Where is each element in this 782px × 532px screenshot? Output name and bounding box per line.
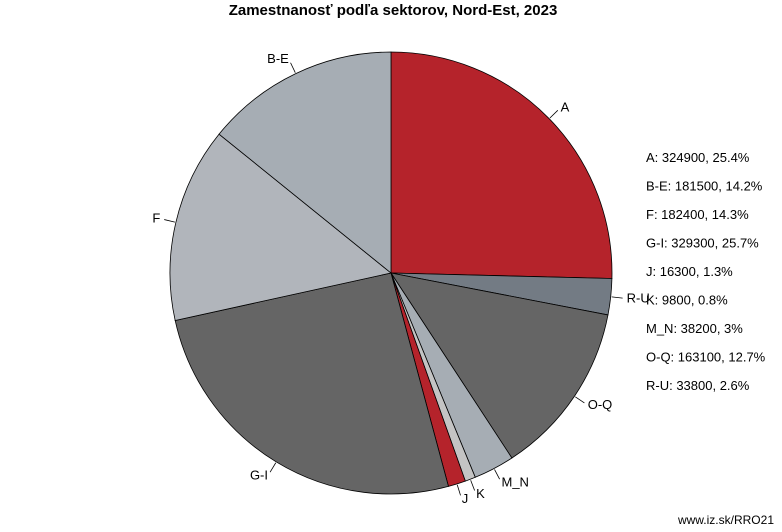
legend: A: 324900, 25.4% B-E: 181500, 14.2% F: 182…: [646, 150, 766, 393]
legend-entry-j: J: 16300, 1.3%: [646, 264, 733, 279]
pie-slice-o-q: [390, 272, 609, 459]
slice-label-b-e: B-E: [267, 51, 289, 66]
slice-label-f: F: [152, 211, 160, 226]
label-tick-k: [470, 480, 476, 491]
source-credit: www.iz.sk/RRO21: [677, 513, 774, 527]
legend-entry-a: A: 324900, 25.4%: [646, 150, 750, 165]
slice-label-g-i: G-I: [250, 468, 268, 483]
legend-entry-o-q: O-Q: 163100, 12.7%: [646, 350, 766, 365]
pie-slices: [169, 51, 613, 495]
slice-label-o-q: O-Q: [588, 397, 613, 412]
label-tick-a: [549, 110, 559, 119]
slice-label-m-n: M_N: [501, 475, 528, 490]
label-tick-g-i: [269, 462, 277, 473]
label-tick-o-q: [575, 396, 585, 404]
legend-entry-k: K: 9800, 0.8%: [646, 293, 728, 308]
slice-label-k: K: [476, 486, 485, 501]
legend-entry-f: F: 182400, 14.3%: [646, 207, 749, 222]
pie-slice-a: [390, 51, 613, 279]
pie-slice-g-i: [174, 272, 449, 495]
slice-label-j: J: [462, 491, 469, 506]
chart-title: Zamestnanosť podľa sektorov, Nord-Est, 2…: [229, 2, 558, 19]
legend-entry-m-n: M_N: 38200, 3%: [646, 321, 743, 336]
slice-labels: A R-U O-Q M_N KJ G-I F B-E: [152, 51, 649, 506]
label-tick-j: [456, 484, 461, 496]
label-tick-b-e: [290, 62, 296, 73]
label-tick-r-u: [611, 296, 623, 299]
slice-label-r-u: R-U: [627, 291, 650, 306]
label-tick-f: [164, 219, 176, 223]
pie-slice-b-e: [218, 51, 392, 274]
legend-entry-r-u: R-U: 33800, 2.6%: [646, 378, 750, 393]
legend-entry-g-i: G-I: 329300, 25.7%: [646, 236, 759, 251]
legend-entry-b-e: B-E: 181500, 14.2%: [646, 179, 763, 194]
pie-slice-f: [169, 133, 392, 321]
label-tick-m-n: [494, 469, 500, 480]
slice-label-a: A: [561, 100, 570, 115]
